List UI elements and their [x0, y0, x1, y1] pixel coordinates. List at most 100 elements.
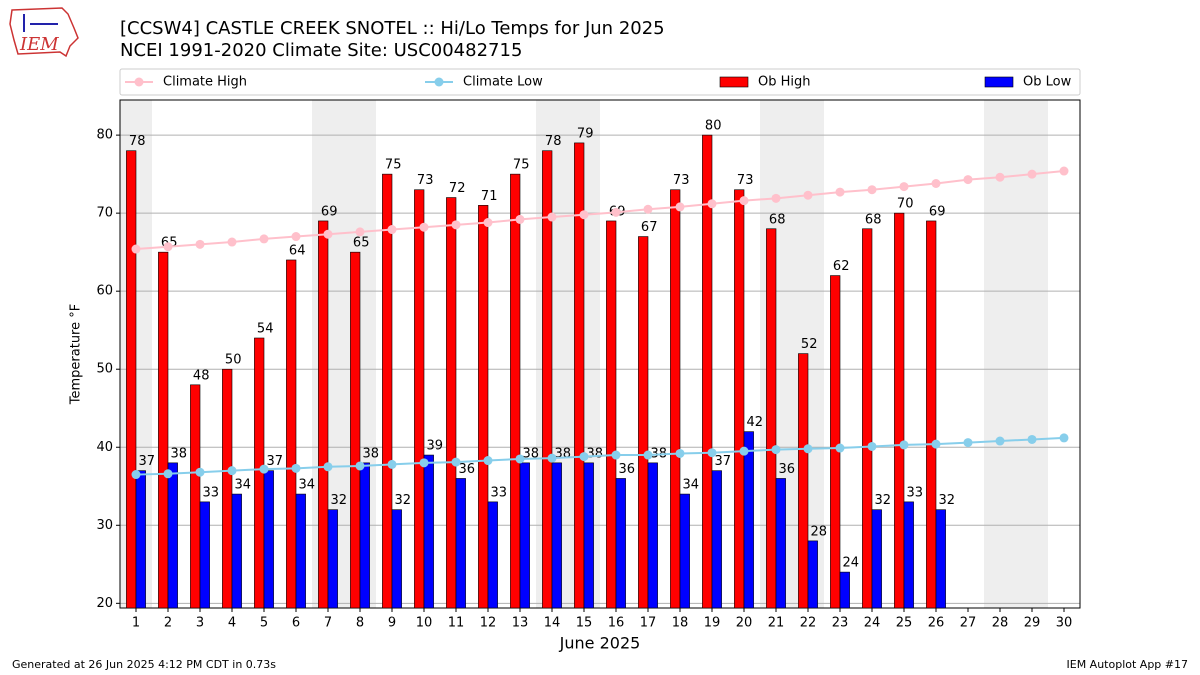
- x-tick-label: 24: [864, 616, 881, 631]
- value-label: 48: [193, 368, 210, 383]
- x-tick-label: 23: [832, 616, 849, 631]
- value-label: 69: [929, 204, 946, 219]
- x-tick-label: 19: [704, 616, 721, 631]
- x-tick-label: 10: [416, 616, 433, 631]
- climate-point: [451, 220, 461, 230]
- value-label: 69: [321, 204, 338, 219]
- climate-point: [739, 196, 749, 206]
- value-label: 68: [865, 212, 882, 227]
- weekend-band: [1016, 100, 1048, 608]
- x-tick-label: 4: [228, 616, 236, 631]
- value-label: 33: [491, 485, 508, 500]
- y-tick-label: 30: [96, 518, 113, 533]
- value-label: 24: [843, 556, 860, 571]
- bar: [711, 470, 722, 609]
- climate-line: [135, 170, 1065, 251]
- y-tick-label: 40: [96, 440, 113, 455]
- x-tick-label: 14: [544, 616, 561, 631]
- bar: [446, 197, 457, 609]
- climate-point: [899, 440, 909, 450]
- climate-point: [227, 237, 237, 247]
- value-label: 37: [267, 454, 284, 469]
- bar: [327, 509, 338, 609]
- value-label: 75: [385, 158, 402, 173]
- climate-point: [195, 239, 205, 249]
- climate-point: [803, 444, 813, 454]
- logo-outline: [9, 7, 79, 58]
- value-label: 36: [459, 462, 476, 477]
- value-label: 33: [907, 485, 924, 500]
- logo: IEM: [9, 7, 79, 58]
- value-label: 36: [619, 462, 636, 477]
- bar: [263, 470, 274, 609]
- x-tick-label: 3: [196, 616, 204, 631]
- x-tick-label: 28: [992, 616, 1009, 631]
- climate-point: [131, 470, 141, 480]
- climate-point: [867, 185, 877, 195]
- climate-point: [323, 462, 333, 472]
- x-tick-label: 27: [960, 616, 977, 631]
- value-label: 37: [139, 454, 156, 469]
- bar: [318, 220, 329, 609]
- x-tick-label: 1: [132, 616, 140, 631]
- footer-left: Generated at 26 Jun 2025 4:12 PM CDT in …: [12, 658, 276, 671]
- climate-point: [355, 227, 365, 237]
- value-label: 32: [395, 493, 412, 508]
- climate-point: [995, 172, 1005, 182]
- bar: [798, 353, 809, 609]
- value-label: 38: [171, 446, 188, 461]
- climate-point: [291, 232, 301, 242]
- bar: [606, 220, 617, 609]
- bar: [862, 228, 873, 609]
- x-tick-label: 11: [448, 616, 465, 631]
- bar: [871, 509, 882, 609]
- y-tick-label: 20: [96, 596, 113, 611]
- value-label: 73: [417, 173, 434, 188]
- climate-point: [707, 199, 717, 209]
- climate-point: [771, 193, 781, 203]
- value-label: 34: [683, 478, 700, 493]
- bar: [807, 540, 818, 609]
- y-axis-title: Temperature °F: [69, 304, 84, 405]
- value-label: 70: [897, 197, 914, 212]
- bar: [199, 501, 210, 609]
- x-tick-label: 7: [324, 616, 332, 631]
- climate-point: [643, 204, 653, 214]
- x-tick-label: 2: [164, 616, 172, 631]
- weekend-band: [984, 100, 1016, 608]
- climate-point: [899, 182, 909, 192]
- footer-right: IEM Autoplot App #17: [1067, 658, 1189, 671]
- bar: [615, 478, 626, 609]
- climate-point: [163, 242, 173, 252]
- x-tick-label: 15: [576, 616, 593, 631]
- x-tick-label: 9: [388, 616, 396, 631]
- value-label: 78: [545, 134, 562, 149]
- value-label: 32: [875, 493, 892, 508]
- climate-point: [419, 458, 429, 468]
- value-label: 32: [939, 493, 956, 508]
- climate-point: [1027, 434, 1037, 444]
- plot-frame: [119, 99, 1081, 609]
- bar: [583, 462, 594, 609]
- x-tick-label: 29: [1024, 616, 1041, 631]
- bar: [286, 259, 297, 609]
- bar: [734, 189, 745, 609]
- bar: [702, 134, 713, 609]
- climate-point: [643, 450, 653, 460]
- value-label: 36: [779, 462, 796, 477]
- climate-point: [515, 454, 525, 464]
- climate-point: [995, 436, 1005, 446]
- climate-point: [835, 443, 845, 453]
- bar: [926, 220, 937, 609]
- bar: [638, 236, 649, 609]
- bar: [679, 493, 690, 609]
- climate-point: [483, 218, 493, 228]
- bar: [190, 384, 201, 609]
- bar: [391, 509, 402, 609]
- bar: [222, 368, 233, 609]
- climate-point: [835, 187, 845, 197]
- climate-point: [131, 244, 141, 254]
- climate-point: [387, 225, 397, 235]
- value-label: 73: [737, 173, 754, 188]
